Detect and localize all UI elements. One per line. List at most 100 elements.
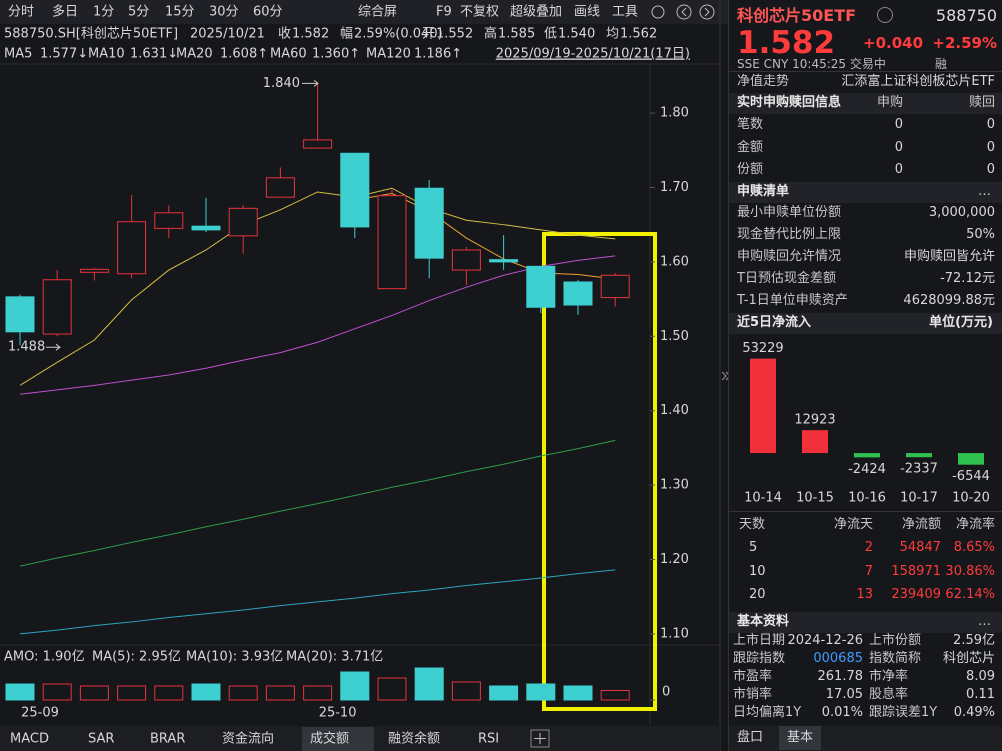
fund-code: 588750: [935, 6, 997, 25]
tool-button[interactable]: F9: [436, 5, 452, 20]
basic-value: 0.49%: [953, 705, 995, 720]
y-tick-label: 1.50: [660, 329, 689, 344]
row-value: 50%: [966, 227, 995, 242]
period-tab[interactable]: 60分: [253, 5, 283, 20]
tab[interactable]: BRAR: [150, 732, 185, 747]
tool-button[interactable]: 超级叠加: [510, 5, 562, 20]
section-band: [729, 93, 1002, 114]
tab[interactable]: 成交额: [310, 731, 349, 747]
volume-bar: [265, 685, 295, 701]
settings-icon[interactable]: [651, 5, 665, 19]
flow-cell: 62.14%: [945, 587, 995, 602]
period-tab[interactable]: 30分: [209, 5, 239, 20]
basic-label: 指数简称: [869, 651, 922, 666]
volume-legend: AMO: 1.90亿: [4, 650, 85, 665]
tab-active[interactable]: 基本: [779, 726, 822, 750]
meta: SSE CNY 10:45:25 交易中: [737, 57, 886, 71]
basic-label: 日均偏离1Y: [733, 705, 802, 720]
basic-label: 上市日期: [733, 633, 786, 648]
tab[interactable]: RSI: [478, 732, 499, 747]
period-tab[interactable]: 分时: [8, 5, 34, 20]
tool-button[interactable]: 工具: [612, 5, 638, 20]
volume-bar: [377, 677, 407, 701]
volume-bar: [303, 685, 333, 701]
more[interactable]: …: [978, 184, 991, 199]
row-label: 份额: [737, 162, 764, 177]
basic-value: 2024-12-26: [787, 633, 863, 648]
tool-button[interactable]: 综合屏: [358, 5, 397, 20]
volume-bar: [563, 685, 593, 701]
ma-value: 1.608↑: [220, 47, 268, 62]
quote-value: 1.540: [558, 27, 595, 42]
volume-bar: [79, 685, 109, 701]
plus-icon: [534, 733, 546, 744]
flow-cell: 10: [749, 563, 766, 579]
ma-name: MA60: [270, 47, 307, 62]
row-label: T日预估现金差额: [737, 271, 836, 286]
bar: [906, 453, 932, 458]
flow-cell: 2: [864, 540, 873, 555]
y-tick-label: 1.10: [660, 626, 689, 641]
tool-button[interactable]: 画线: [574, 5, 600, 20]
flow-header: 净流天: [833, 517, 873, 532]
flow-header: 净流额: [901, 517, 941, 532]
tool-button[interactable]: 不复权: [460, 4, 499, 20]
quote-label: 开: [422, 27, 435, 42]
more[interactable]: …: [978, 614, 991, 629]
candle-body: [600, 274, 630, 299]
row-value: 申购赎回皆允许: [903, 249, 995, 264]
section-band: [729, 313, 1002, 334]
prev-icon[interactable]: [676, 4, 692, 20]
y-tick-label: 1.60: [660, 254, 689, 269]
tab[interactable]: MACD: [10, 732, 49, 747]
basic-label: 市净率: [869, 669, 909, 684]
candle-body: [42, 279, 72, 335]
volume-bar: [228, 685, 258, 701]
basic-label: 市盈率: [733, 669, 773, 684]
tab[interactable]: 盘口: [737, 730, 764, 745]
row-label: T-1日单位申赎资产: [737, 293, 848, 308]
section-title: 近5日净流入: [737, 315, 812, 330]
fund-name: 科创芯片50ETF: [737, 6, 857, 25]
tab[interactable]: SAR: [88, 732, 114, 747]
period-tab[interactable]: 5分: [128, 5, 149, 20]
flow-cell: 7: [864, 563, 873, 579]
next-icon[interactable]: [699, 4, 715, 20]
y-tick-label: 1.70: [660, 180, 689, 195]
basic-value: 17.05: [825, 687, 863, 702]
x-tick-label: 25-10: [319, 706, 357, 721]
change-pct: +2.59%: [932, 34, 997, 52]
y-tick-label: 0: [662, 685, 670, 700]
section-title: 基本资料: [737, 614, 790, 629]
tab[interactable]: 资金流向: [222, 731, 274, 747]
volume-bar: [451, 681, 481, 701]
bar-value-label: -2337: [900, 462, 938, 477]
kline-area: 分时 多日 1分 5分 15分 30分 60分 综合屏 F9 不复权 超级叠加 画线 工具 588750.…: [0, 0, 728, 751]
basic-label: 市销率: [733, 687, 773, 702]
period-tab[interactable]: 15分: [165, 5, 195, 20]
bar-value-label: 53229: [742, 341, 783, 356]
volume-bar: [117, 685, 147, 701]
section-title: 申赎清单: [737, 184, 790, 199]
section-band: [729, 182, 1002, 203]
basic-value: 261.78: [817, 669, 864, 684]
nav-label[interactable]: 净值走势: [737, 74, 790, 89]
collapse-icon[interactable]: [721, 371, 728, 381]
add-tab[interactable]: [530, 729, 550, 748]
info-icon[interactable]: [877, 7, 893, 23]
y-tick-label: 1.40: [660, 403, 689, 418]
date-range: 2025/09/19-2025/10/21(17日): [496, 47, 690, 62]
row-label: 申购赎回允许情况: [737, 249, 842, 264]
ma-line: [19, 569, 616, 635]
tab[interactable]: 融资余额: [388, 731, 440, 747]
volume-bar: [414, 667, 444, 701]
volume-legend: MA(20): 3.71亿: [286, 650, 383, 665]
ma-line: [19, 255, 616, 395]
period-tab[interactable]: 多日: [52, 4, 78, 20]
col-header: 申购: [876, 95, 903, 110]
flow-header: 净流率: [955, 517, 995, 532]
row-value: 4628099.88元: [903, 293, 995, 308]
quote-value: 1.582: [292, 27, 329, 42]
x-tick-label: 10-14: [744, 491, 782, 506]
period-tab[interactable]: 1分: [93, 5, 114, 20]
